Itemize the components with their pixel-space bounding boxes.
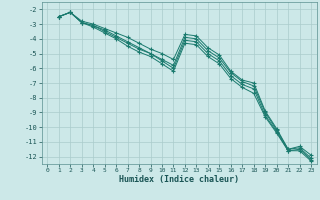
X-axis label: Humidex (Indice chaleur): Humidex (Indice chaleur) [119,175,239,184]
